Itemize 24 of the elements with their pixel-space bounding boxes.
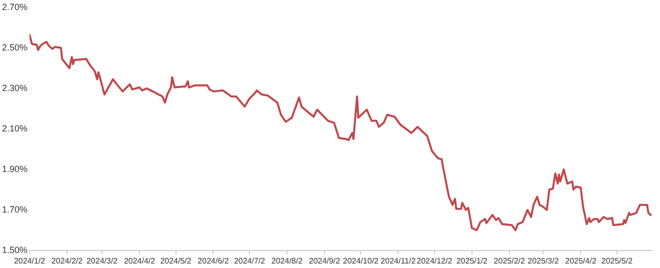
x-tick-label: 2025/4/2 — [565, 256, 597, 266]
x-tick-label: 2025/1/2 — [456, 256, 488, 266]
x-tick-label: 2024/8/2 — [271, 256, 304, 266]
x-tick-label: 2024/1/2 — [14, 256, 46, 266]
x-tick-label: 2024/2/2 — [51, 256, 84, 266]
x-tick-label: 2024/4/2 — [124, 256, 156, 266]
y-tick-label: 2.50% — [2, 42, 28, 52]
x-tick-label: 2025/5/2 — [601, 256, 634, 266]
y-tick-label: 1.70% — [2, 204, 28, 214]
x-tick-label: 2025/3/2 — [528, 256, 560, 266]
x-tick-label: 2024/11/2 — [380, 256, 416, 266]
y-tick-label: 1.90% — [2, 164, 28, 174]
x-tick-label: 2024/7/2 — [234, 256, 266, 266]
x-tick-label: 2024/3/2 — [86, 256, 118, 266]
x-tick-label: 2024/10/2 — [342, 256, 380, 266]
y-tick-label: 2.30% — [2, 82, 28, 93]
y-tick-label: 2.70% — [2, 2, 28, 12]
y-tick-label: 2.10% — [2, 123, 28, 134]
x-tick-label: 2024/12/2 — [416, 256, 453, 266]
x-tick-label: 2024/9/2 — [308, 256, 341, 266]
x-tick-label: 2024/6/2 — [198, 256, 230, 266]
x-tick-label: 2024/5/2 — [160, 256, 192, 266]
x-tick-label: 2025/2/2 — [494, 256, 526, 266]
y-tick-label: 1.50% — [2, 244, 28, 255]
